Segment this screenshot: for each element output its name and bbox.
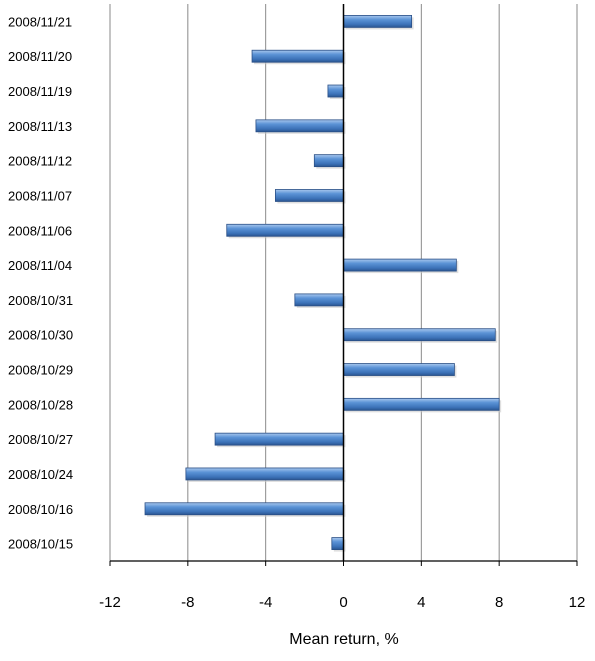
category-label: 2008/10/29 (8, 363, 73, 378)
category-label: 2008/10/24 (8, 467, 73, 482)
bar (343, 363, 455, 376)
category-label: 2008/11/19 (8, 84, 72, 99)
bar (274, 189, 344, 202)
bar (313, 154, 344, 168)
x-tick-label: 12 (569, 594, 586, 611)
x-tick-label: -12 (99, 594, 121, 611)
x-tick-label: 0 (339, 594, 347, 611)
bar (343, 328, 496, 342)
category-label: 2008/11/21 (8, 14, 72, 29)
category-label: 2008/10/27 (8, 432, 73, 447)
category-label: 2008/10/30 (8, 328, 73, 343)
bar (343, 15, 413, 28)
x-axis-title: Mean return, % (289, 631, 398, 648)
category-label: 2008/11/07 (8, 188, 72, 203)
bar (251, 49, 344, 63)
category-label: 2008/11/06 (8, 223, 72, 238)
bar (226, 223, 344, 237)
category-label: 2008/11/13 (8, 119, 72, 134)
category-label: 2008/10/15 (8, 537, 73, 552)
bar (294, 293, 344, 307)
gridlines (109, 4, 578, 561)
bar (331, 537, 344, 550)
bar (144, 502, 344, 516)
x-tick-label: -8 (181, 594, 194, 611)
bar (327, 84, 344, 98)
category-label: 2008/10/31 (8, 293, 73, 308)
axes (109, 4, 578, 566)
bar (343, 397, 500, 411)
category-label: 2008/11/12 (8, 154, 72, 169)
category-label: 2008/11/04 (8, 258, 72, 273)
x-tick-label: -4 (259, 594, 272, 611)
bar (343, 258, 457, 272)
bars (144, 15, 502, 552)
x-tick-label: 4 (417, 594, 425, 611)
x-tick-label: 8 (495, 594, 503, 611)
bar (255, 119, 344, 133)
category-label: 2008/11/20 (8, 49, 72, 64)
category-labels: 2008/11/21 2008/11/20 2008/11/19 2008/11/13… (8, 14, 73, 551)
category-label: 2008/10/16 (8, 502, 73, 517)
tick-labels: -12 -8 -4 0 4 8 12 (99, 594, 585, 611)
category-label: 2008/10/28 (8, 397, 73, 412)
bar (185, 467, 344, 481)
bar (214, 432, 344, 446)
